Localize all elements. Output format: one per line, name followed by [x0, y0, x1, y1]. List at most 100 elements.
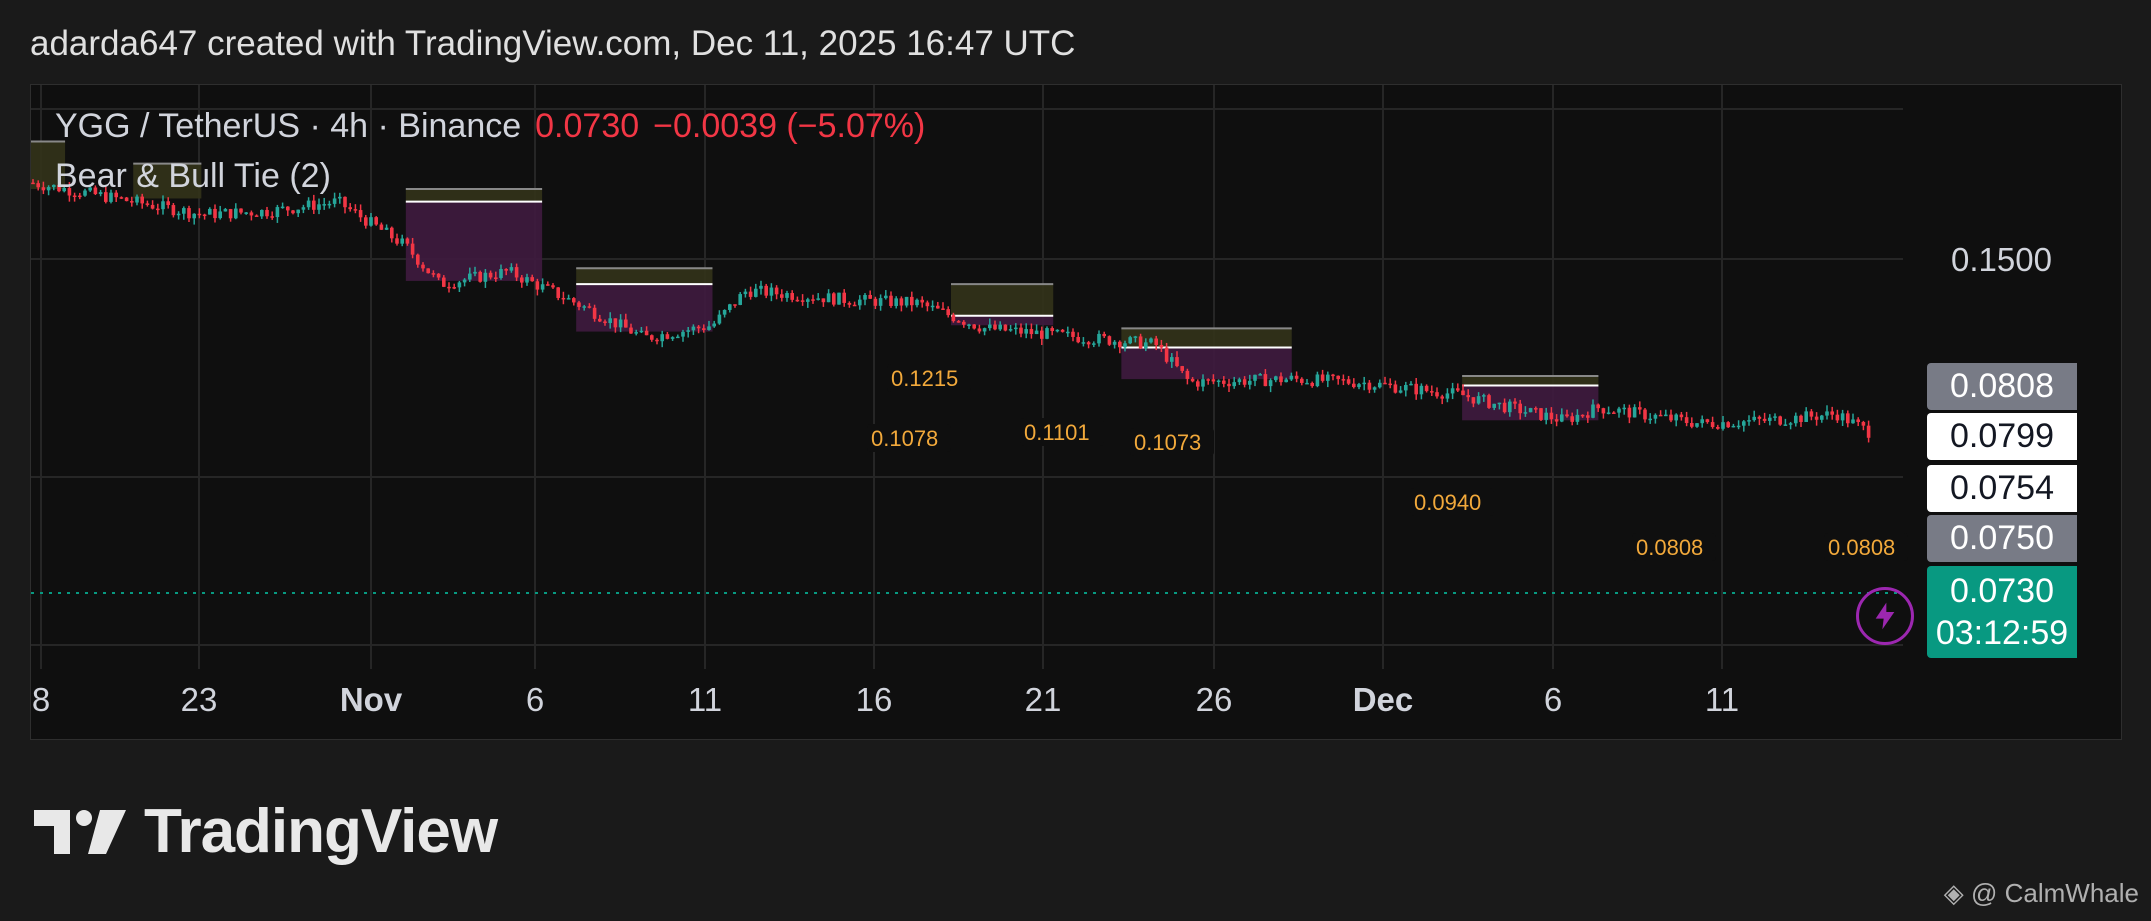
candle-body: [1840, 413, 1845, 421]
candle-body: [286, 206, 290, 211]
bear-zone: [1121, 347, 1292, 380]
candle-body: [208, 208, 212, 215]
lightning-bolt-icon[interactable]: [1856, 587, 1914, 645]
candle-body: [1783, 424, 1788, 426]
candle-body: [1258, 374, 1262, 376]
candle-body: [1596, 404, 1600, 409]
candle-body: [1263, 374, 1268, 387]
candle-body: [956, 321, 961, 323]
candle-body: [1643, 409, 1647, 420]
candle-body: [868, 294, 872, 299]
candle-body: [1461, 390, 1465, 396]
x-tick-label: 11: [1705, 681, 1739, 718]
candle-body: [754, 288, 758, 297]
candle-body: [1549, 412, 1554, 420]
candle-body: [1336, 375, 1340, 380]
candle-body: [447, 286, 451, 289]
candle-body: [520, 277, 524, 283]
candle-body: [665, 334, 670, 339]
candle-body: [301, 207, 306, 210]
symbol-legend[interactable]: YGG / TetherUS · 4h · Binance 0.0730 −0.00…: [55, 107, 925, 146]
bear-zone: [405, 201, 543, 281]
candle-body: [1617, 408, 1621, 413]
candle-body: [161, 201, 165, 210]
candle-body: [1679, 414, 1684, 418]
candle-body: [36, 183, 40, 188]
candle-body: [566, 298, 571, 300]
annotation-bg: [1824, 533, 1908, 561]
candle-body: [182, 208, 186, 214]
candle-body: [1445, 393, 1450, 399]
candle-body: [1388, 383, 1392, 386]
candle-body: [1180, 366, 1184, 371]
candle-body: [1279, 376, 1283, 383]
candle-body: [1393, 384, 1398, 393]
candle-body: [1456, 388, 1460, 391]
candle-body: [1076, 336, 1080, 343]
x-tick-label: 16: [856, 681, 893, 718]
bull-zone: [1462, 375, 1599, 386]
candle-body: [280, 206, 285, 209]
candle-body: [525, 277, 529, 283]
bear-zone: [951, 315, 1054, 326]
candle-body: [1528, 408, 1533, 413]
candle-body: [863, 294, 867, 300]
candle-body: [1414, 383, 1418, 395]
time-axis[interactable]: 8 23 Nov 6 11 16 21 26 Dec 6 11: [32, 681, 1739, 718]
candle-body: [1736, 425, 1741, 428]
candle-body: [551, 285, 555, 288]
zone-annotation: 0.0940: [1414, 490, 1481, 515]
candle-body: [972, 324, 976, 329]
candle-body: [1690, 423, 1694, 427]
candle-body: [910, 296, 914, 306]
candle-body: [228, 209, 233, 219]
candle-body: [889, 295, 893, 306]
candle-body: [1175, 357, 1179, 367]
candle-body: [1716, 426, 1720, 429]
candle-body: [951, 315, 956, 322]
bear-zone: [576, 284, 713, 332]
candle-body: [124, 197, 129, 202]
candle-body: [1149, 338, 1153, 343]
candle-body: [483, 272, 488, 282]
candle-body: [707, 326, 711, 330]
candle-body: [1248, 380, 1252, 385]
candle-body: [795, 299, 800, 302]
price-chart[interactable]: 0.1215 0.1078 0.1101 0.1073 0.0940 0.0808 0.08…: [31, 85, 2122, 740]
candle-body: [1799, 415, 1803, 422]
candle-body: [1508, 401, 1512, 413]
candle-body: [1320, 374, 1325, 381]
candle-body: [1081, 342, 1086, 344]
indicator-legend[interactable]: Bear & Bull Tie (2): [55, 157, 331, 195]
candle-body: [930, 305, 935, 308]
candle-body: [312, 200, 316, 210]
price-tag-0.0799: 0.0799: [1927, 413, 2077, 460]
zone-annotation: 0.1078: [871, 426, 938, 451]
candle-body: [1222, 380, 1226, 384]
candle-body: [1305, 382, 1309, 385]
candle-body: [1055, 329, 1060, 332]
candle-body: [1570, 416, 1574, 422]
candle-body: [1768, 417, 1772, 421]
candle-body: [442, 277, 446, 287]
candle-body: [1045, 328, 1049, 339]
candle-body: [608, 318, 612, 324]
candle-body: [936, 305, 940, 309]
candle-body: [353, 209, 358, 211]
candle-body: [223, 209, 228, 212]
candle-body: [1185, 370, 1190, 379]
x-tick-label: 6: [1544, 681, 1562, 718]
chart-pane[interactable]: 0.1215 0.1078 0.1101 0.1073 0.0940 0.0808 0.08…: [30, 84, 2122, 740]
candle-body: [1747, 420, 1751, 422]
candle-body: [197, 213, 202, 216]
candle-body: [1242, 379, 1247, 385]
candle-body: [1128, 337, 1132, 344]
candle-body: [587, 306, 592, 308]
candle-body: [941, 308, 945, 310]
candle-body: [421, 264, 425, 269]
candle-body: [993, 324, 997, 330]
candle-body: [1476, 396, 1481, 404]
candle-body: [1232, 382, 1236, 387]
candle-body: [400, 238, 404, 244]
x-tick-label: 11: [688, 681, 722, 718]
